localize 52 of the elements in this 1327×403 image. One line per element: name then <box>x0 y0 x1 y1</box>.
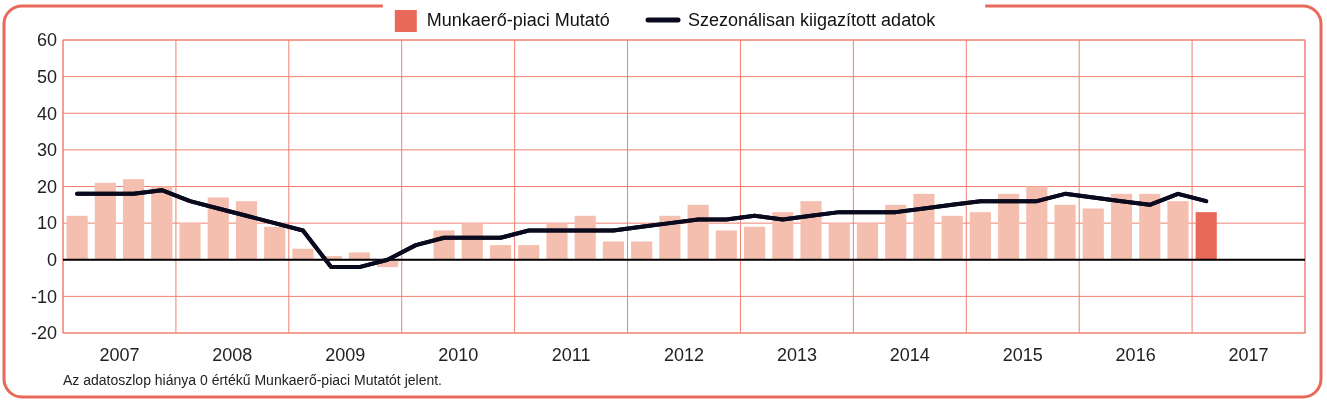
x-tick-label: 2016 <box>1115 345 1156 365</box>
bar <box>179 223 201 260</box>
bar <box>998 193 1020 260</box>
x-tick-label: 2012 <box>663 345 705 365</box>
x-tick-label: 2009 <box>325 345 366 365</box>
y-tick-label: -20 <box>30 323 57 344</box>
bar <box>1054 204 1076 260</box>
y-tick-label: -10 <box>30 286 57 307</box>
bar <box>631 241 653 260</box>
bar <box>151 186 173 260</box>
bar <box>207 197 229 260</box>
bar <box>800 201 822 260</box>
bar <box>1167 201 1189 260</box>
bar <box>1082 208 1104 260</box>
bar <box>913 193 935 260</box>
bar <box>1139 193 1161 260</box>
y-tick-label: 50 <box>36 66 57 87</box>
legend-label: Szezonálisan kiigazított adatok <box>688 10 937 31</box>
y-tick-label: 60 <box>36 30 57 51</box>
bar <box>687 204 709 260</box>
bar <box>1026 186 1048 260</box>
bar <box>715 230 737 260</box>
y-tick-label: 0 <box>46 250 57 271</box>
bar <box>94 182 116 260</box>
x-tick-label: 2013 <box>776 345 817 365</box>
bar <box>66 215 88 260</box>
y-tick-label: 30 <box>36 140 57 161</box>
y-tick-label: 10 <box>36 213 57 234</box>
bar <box>969 212 991 260</box>
bar <box>518 245 540 260</box>
x-tick-label: 2017 <box>1228 345 1269 365</box>
bar <box>941 215 963 260</box>
bar <box>122 179 145 260</box>
bar <box>1195 212 1217 260</box>
x-tick-label: 2008 <box>212 345 253 365</box>
bar <box>264 226 286 260</box>
bar <box>1110 193 1133 260</box>
bar <box>292 248 314 260</box>
bar <box>489 245 512 260</box>
text: Az adatoszlop hiánya 0 értékű Munkaerő-piaci Mutatót jelent. <box>63 372 442 388</box>
x-tick-label: 2011 <box>551 345 591 365</box>
x-tick-label: 2015 <box>1002 345 1043 365</box>
bar <box>602 241 625 260</box>
x-tick-label: 2014 <box>889 345 930 365</box>
legend-label: Munkaerő-piaci Mutató <box>426 10 610 31</box>
bar <box>743 226 766 260</box>
y-tick-label: 20 <box>36 176 57 197</box>
bar <box>828 223 850 260</box>
bar <box>856 223 879 260</box>
x-tick-label: 2010 <box>438 345 479 365</box>
y-tick-label: 40 <box>36 103 57 124</box>
x-tick-label: 2007 <box>99 345 140 365</box>
